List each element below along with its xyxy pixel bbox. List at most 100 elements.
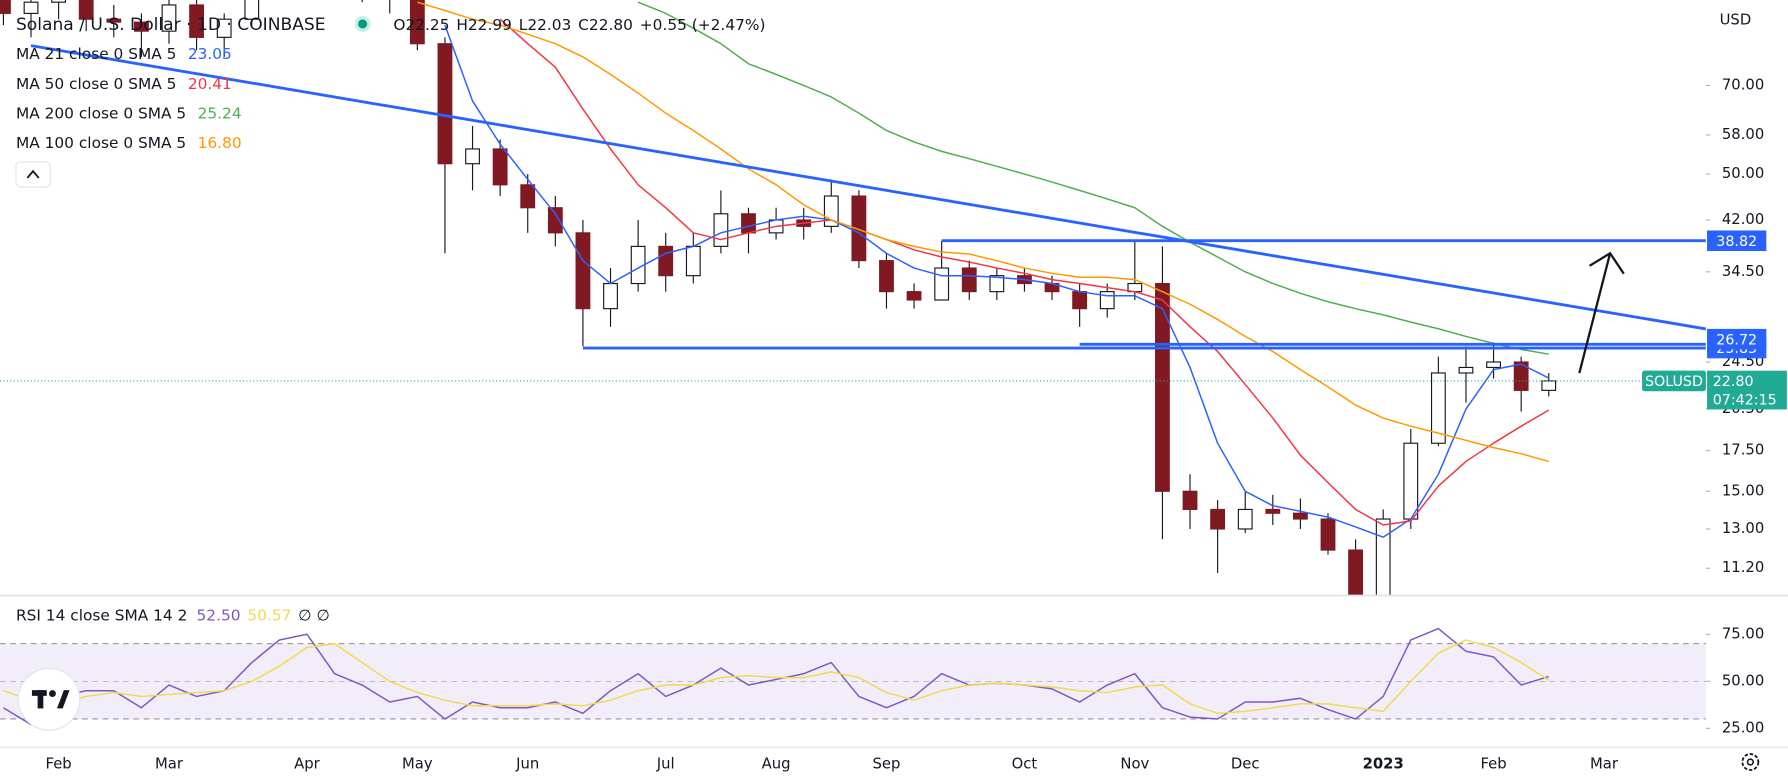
candle-body [78, 0, 94, 20]
candle-body [1541, 380, 1557, 391]
y-tick-label: 70.00 [1722, 76, 1764, 93]
candle-body [851, 195, 867, 262]
legend-value: 25.24 [198, 105, 242, 123]
rsi-tick-label: 25.00 [1722, 719, 1764, 736]
rsi-legend-extra: ∅ ∅ [298, 607, 330, 625]
price-label: 22.80 [1713, 374, 1754, 390]
collapse-button-box[interactable] [15, 161, 51, 188]
moving-average [444, 24, 1550, 538]
logo-dot[interactable] [49, 690, 56, 698]
trendline [30, 44, 1706, 331]
x-tick-label: May [402, 755, 433, 772]
x-tick-label: Dec [1231, 755, 1260, 772]
candle-body [216, 18, 232, 38]
tradingview-logo[interactable] [17, 667, 81, 731]
x-tick-label: Sep [873, 755, 901, 772]
candle-body [1430, 372, 1446, 444]
arrow-annotation [1578, 252, 1612, 374]
symbol-title: Solana / U.S. Dollar · 1D · COINBASE [16, 15, 326, 35]
arrow-head [1588, 251, 1625, 275]
axes: 70.0058.0050.0042.0034.5024.5020.5017.50… [45, 76, 1787, 772]
candle-body [189, 4, 205, 38]
y-tick-label: 11.20 [1722, 559, 1764, 576]
level-label-box [1707, 230, 1767, 252]
candle-body [1265, 508, 1281, 514]
logo-slash[interactable] [57, 690, 70, 709]
logo-circle[interactable] [17, 667, 81, 731]
rsi-pane [0, 627, 1706, 726]
y-tick-label: 42.00 [1722, 211, 1764, 228]
y-tick-label: 58.00 [1722, 126, 1764, 143]
candle-body [1513, 361, 1529, 391]
candle-body [133, 21, 149, 32]
gear-inner[interactable] [1746, 758, 1755, 766]
y-tick-label: 15.00 [1722, 482, 1764, 499]
candle-body [409, 0, 425, 45]
level-label: 38.82 [1716, 234, 1757, 250]
candle-body [1155, 282, 1170, 492]
x-tick-label: Apr [294, 755, 321, 772]
candle-body [989, 275, 1005, 293]
status-dot [358, 19, 368, 29]
x-tick-label: Feb [1480, 755, 1506, 772]
candle-body [1210, 508, 1226, 530]
rsi-line [3, 627, 1549, 726]
x-tick-label: Nov [1120, 755, 1149, 772]
candle-body [1458, 366, 1474, 374]
candle-body [934, 267, 950, 301]
countdown-label: 07:42:15 [1713, 392, 1777, 408]
collapse-button[interactable] [15, 161, 51, 188]
moving-average [499, 18, 1550, 526]
candle-body [658, 245, 674, 277]
legend-label: MA 21 close 0 SMA 5 [16, 45, 176, 63]
candle-body [0, 0, 11, 14]
candle-body [906, 291, 922, 301]
legend-label: MA 100 close 0 SMA 5 [16, 134, 186, 152]
gear-outer[interactable] [1741, 753, 1760, 771]
candle-body [961, 267, 977, 293]
rsi-tick-label: 75.00 [1722, 625, 1764, 642]
candle-body [1403, 442, 1419, 520]
candle-body [1182, 490, 1198, 511]
candle-body [520, 184, 536, 209]
y-tick-label: 50.00 [1722, 165, 1764, 182]
candle-body [465, 148, 480, 165]
candle-body [1348, 549, 1364, 596]
x-tick-label: 2023 [1363, 755, 1404, 772]
currency: USD [1720, 12, 1752, 29]
x-tick-label: Jul [656, 755, 675, 772]
candle-body [575, 232, 591, 310]
symbol-label: SOLUSD [1645, 374, 1703, 390]
candle-body [1320, 518, 1336, 551]
collapse-chevron[interactable] [26, 169, 40, 179]
rsi-legend-label: RSI 14 close SMA 14 2 [16, 607, 187, 625]
candle-body [492, 148, 508, 186]
settings-gear[interactable] [1741, 753, 1760, 771]
ohlc-value: C22.80 [578, 16, 633, 34]
candle-body [51, 0, 67, 3]
price-pane [0, 0, 1706, 596]
moving-average [417, 1, 1549, 463]
candle-body [1072, 291, 1088, 310]
moving-average [637, 1, 1549, 355]
candle-body [1099, 291, 1115, 310]
candle-body [1237, 508, 1253, 530]
candle-body [603, 282, 618, 310]
ohlc-value: +0.55 (+2.47%) [640, 16, 766, 34]
trendline-label: 26.72 [1716, 332, 1757, 348]
candle-body [879, 260, 894, 293]
candle-body [547, 207, 563, 234]
x-tick-label: Mar [155, 755, 184, 772]
price-label-box [1707, 370, 1787, 410]
legend-value: 23.05 [188, 45, 232, 63]
logo-stem[interactable] [37, 690, 44, 709]
trendline-label-box [1707, 328, 1767, 350]
legend-value: 16.80 [198, 134, 242, 152]
candle-body [713, 213, 729, 247]
x-tick-label: Jun [515, 755, 539, 772]
y-tick-label: 34.50 [1722, 263, 1764, 280]
rsi-tick-label: 50.00 [1722, 672, 1764, 689]
